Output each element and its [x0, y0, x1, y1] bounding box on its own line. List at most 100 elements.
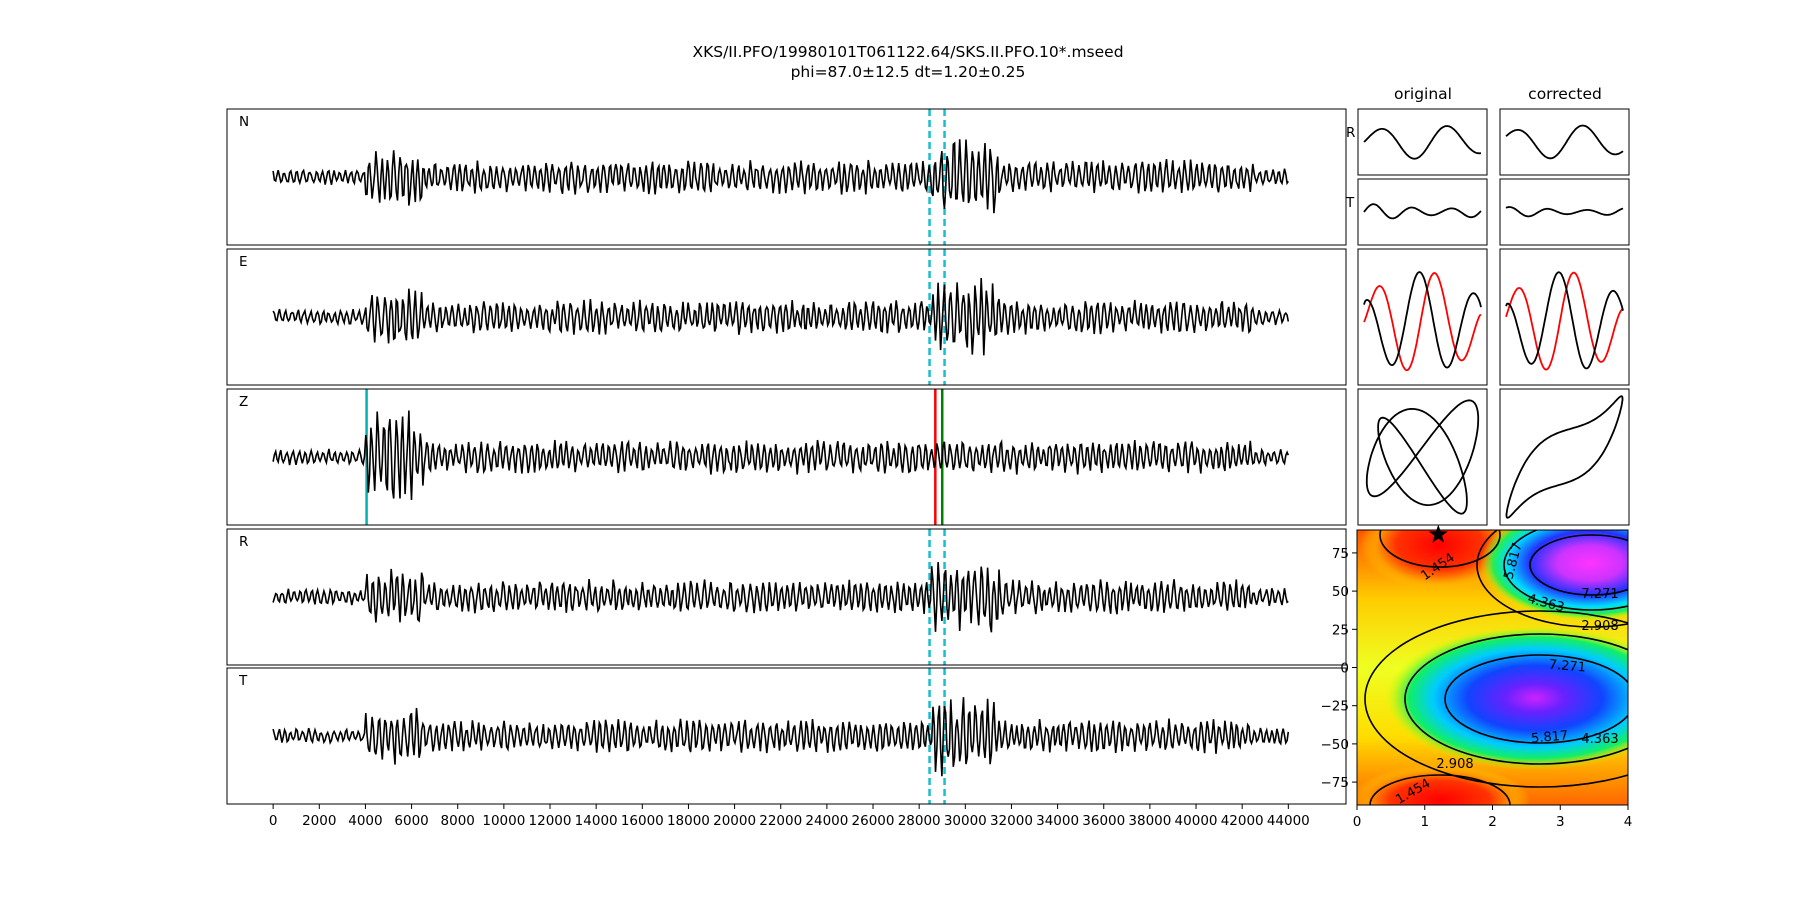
contour-label: 2.908: [1581, 619, 1618, 634]
small-panel-frame: [1357, 108, 1488, 176]
contour-label: 7.271: [1548, 657, 1586, 675]
contour-label: 5.817: [1531, 728, 1569, 746]
contour-ring: [1404, 633, 1628, 765]
x-tick-label: 38000: [1128, 813, 1171, 829]
es-y-tick-label: −25: [1321, 699, 1350, 715]
panel-label: Z: [239, 394, 248, 410]
x-tick-label: 2000: [302, 813, 336, 829]
panel-frame: [226, 388, 1347, 526]
panel-markers: [928, 109, 946, 245]
row-label: T: [1345, 195, 1355, 211]
panel-markers: [928, 249, 946, 385]
particle-motion: [1505, 395, 1624, 519]
overlay-black-trace: [1505, 271, 1624, 370]
trace-line: [272, 697, 1290, 777]
x-tick-label: 32000: [990, 813, 1033, 829]
seismogram-x-axis: 0 2000 4000 6000 8000 10000 12000 14000 16000 180…: [269, 804, 1310, 829]
es-y-tick-label: 0: [1340, 661, 1349, 677]
trace-line: [272, 410, 1290, 501]
small-panel-3-1: [1499, 388, 1630, 526]
x-tick-label: 20000: [713, 813, 756, 829]
surface-minimum-top: [1480, 530, 1628, 621]
x-tick-label: 4000: [348, 813, 382, 829]
overlay-red-trace: [1363, 272, 1482, 372]
small-panel-3-0: [1357, 388, 1488, 526]
small-panel-frame: [1357, 248, 1488, 386]
best-fit-star: [1428, 524, 1448, 543]
trace-line: [272, 139, 1289, 214]
x-tick-label: 36000: [1082, 813, 1125, 829]
figure-subtitle: phi=87.0±12.5 dt=1.20±0.25: [791, 63, 1026, 81]
panel-frame: [226, 248, 1347, 386]
contour-label: 7.271: [1581, 587, 1618, 602]
component-trace: [1363, 203, 1482, 220]
contour-ring: [1364, 610, 1628, 788]
x-tick-label: 8000: [441, 813, 475, 829]
contour-red-top: [1379, 530, 1501, 568]
particle-motion: [1365, 399, 1480, 515]
x-tick-label: 14000: [575, 813, 618, 829]
x-tick-label: 28000: [898, 813, 941, 829]
contour-label: 2.908: [1436, 757, 1473, 772]
overlay-red-trace: [1505, 271, 1624, 371]
contour-label: 4.363: [1581, 732, 1618, 747]
panel-frame: [226, 667, 1347, 805]
contour-ring: [1503, 530, 1628, 611]
error-surface: 0 1 2 3 47550250−25−50−751.4541.4542.9082.90…: [1321, 524, 1633, 830]
seismogram-panels: N E Z R T: [226, 108, 1347, 805]
trace-line: [272, 562, 1289, 633]
panel-label: E: [239, 254, 248, 270]
panel-label: N: [239, 114, 249, 130]
column-title-original: original: [1394, 85, 1452, 103]
seismogram-panel-Z: Z: [226, 388, 1347, 526]
surface-minimum-middle: [1385, 626, 1628, 770]
es-y-tick-label: 50: [1332, 584, 1349, 600]
overlay-black-trace: [1363, 271, 1482, 369]
es-x-tick-label: 0: [1353, 814, 1362, 830]
x-tick-label: 12000: [529, 813, 572, 829]
seismogram-panel-T: T: [226, 667, 1347, 805]
x-tick-label: 22000: [759, 813, 802, 829]
small-panel-frame: [1499, 388, 1630, 526]
small-panel-2-1: [1499, 248, 1630, 386]
contour-red-bottom: [1369, 774, 1511, 805]
x-tick-label: 0: [269, 813, 278, 829]
panel-markers: [928, 529, 946, 665]
es-y-tick-label: 25: [1332, 622, 1349, 638]
surface-red-bottom: [1357, 765, 1530, 805]
small-panel-frame: [1499, 108, 1630, 176]
es-y-tick-label: −50: [1321, 737, 1350, 753]
small-panel-frame: [1499, 248, 1630, 386]
seismogram-panel-E: E: [226, 248, 1347, 386]
small-panel-0-0: R: [1346, 108, 1488, 176]
x-tick-label: 44000: [1267, 813, 1310, 829]
small-panel-frame: [1357, 388, 1488, 526]
trace-line: [272, 277, 1290, 356]
panel-label: R: [239, 534, 248, 550]
small-panel-frame: [1499, 178, 1630, 246]
x-tick-label: 42000: [1221, 813, 1264, 829]
figure-title: XKS/II.PFO/19980101T061122.64/SKS.II.PFO…: [692, 43, 1123, 61]
contour-ring: [1444, 654, 1628, 744]
small-panel-1-0: T: [1345, 178, 1488, 246]
seismogram-panel-N: N: [226, 108, 1347, 246]
small-panel-frame: [1357, 178, 1488, 246]
x-tick-label: 34000: [1036, 813, 1079, 829]
x-tick-label: 16000: [621, 813, 664, 829]
panel-frame: [226, 528, 1347, 666]
seismogram-panel-R: R: [226, 528, 1347, 666]
x-tick-label: 10000: [482, 813, 525, 829]
es-x-tick-label: 3: [1556, 814, 1565, 830]
surface-red-top: [1360, 530, 1520, 590]
es-x-tick-label: 4: [1624, 814, 1633, 830]
component-trace: [1505, 124, 1624, 160]
x-tick-label: 26000: [852, 813, 895, 829]
panel-frame: [226, 108, 1347, 246]
component-trace: [1363, 125, 1482, 160]
small-panel-2-0: [1357, 248, 1488, 386]
comparison-panels: RT: [1345, 108, 1630, 526]
es-x-tick-label: 2: [1488, 814, 1497, 830]
es-x-tick-label: 1: [1420, 814, 1429, 830]
column-title-corrected: corrected: [1528, 85, 1602, 103]
